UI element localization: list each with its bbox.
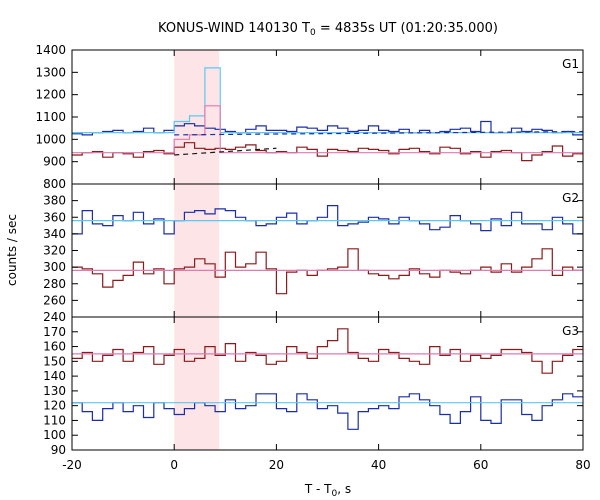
panel-label: G1 [562,57,579,71]
y-tick-label: 1400 [35,43,66,57]
y-tick-label: 110 [43,413,66,427]
x-tick-label: 0 [170,458,178,472]
panel-label: G2 [562,191,579,205]
y-tick-label: 260 [43,293,66,307]
x-tick-label: 60 [473,458,488,472]
series-line-1 [72,142,583,162]
y-tick-label: 1100 [35,110,66,124]
y-tick-label: 90 [51,443,66,457]
series-line-1 [72,248,583,295]
chart-title: KONUS-WIND 140130 T0 = 4835s UT (01:20:3… [158,21,498,38]
series-group [72,205,583,295]
series-line-0 [72,393,583,430]
panel-frame [71,316,584,451]
series-group [72,328,583,430]
panel-g2: 240 260 280 300 320 340 360 380 G2 [43,183,584,324]
y-tick-label: 300 [43,260,66,274]
y-tick-label: 320 [43,244,66,258]
dashed-line-1 [174,147,277,156]
y-tick-label: 160 [43,340,66,354]
panel-g1: 800 900 1000 1100 1200 1300 1400 G1 [35,43,584,191]
y-tick-label: 100 [43,428,66,442]
y-tick-label: 150 [43,354,66,368]
y-tick-label: 1300 [35,65,66,79]
series-line-0 [72,205,583,235]
y-tick-label: 900 [43,155,66,169]
y-tick-label: 1200 [35,88,66,102]
x-axis-label: T - T0, s [304,482,351,499]
y-tick-label: 360 [43,210,66,224]
x-tick-label: 20 [269,458,284,472]
panel-frame [71,49,584,185]
panel-frame [71,183,584,318]
plot-area: 80090010001100120013001400G1240260280300… [35,43,590,472]
y-tick-label: 120 [43,399,66,413]
y-tick-label: 140 [43,369,66,383]
x-tick-label: 40 [371,458,386,472]
x-tick-label: -20 [62,458,82,472]
panel-label: G3 [562,324,579,338]
y-tick-label: 380 [43,194,66,208]
y-tick-label: 800 [43,177,66,191]
series-line-2 [72,67,583,134]
y-tick-label: 280 [43,277,66,291]
y-tick-label: 240 [43,310,66,324]
y-tick-label: 340 [43,227,66,241]
y-tick-label: 170 [43,325,66,339]
x-tick-label: 80 [575,458,590,472]
y-tick-label: 1000 [35,132,66,146]
series-line-1 [72,328,583,374]
y-tick-label: 130 [43,384,66,398]
y-axis-label: counts / sec [5,214,19,286]
series-group [72,67,583,162]
shaded-interval [174,50,220,450]
